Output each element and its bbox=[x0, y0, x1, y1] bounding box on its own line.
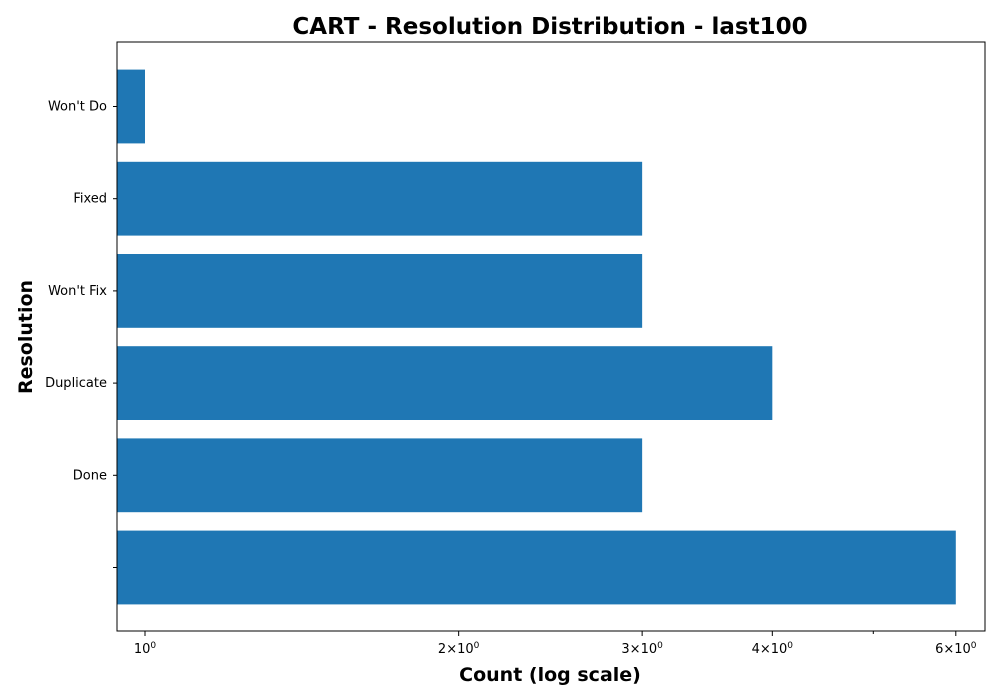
x-axis-layer: 100 2×100 3×100 4×100 6×100 bbox=[134, 631, 977, 657]
x-tick-label-group: 3×100 bbox=[621, 641, 663, 657]
x-tick-label: 100 bbox=[134, 641, 157, 657]
x-tick-label: 6×100 bbox=[935, 641, 977, 657]
y-tick-label: Won't Do bbox=[48, 100, 107, 115]
bars-layer bbox=[117, 69, 956, 605]
x-tick-label-group: 2×100 bbox=[438, 641, 480, 657]
y-axis-title: Resolution bbox=[15, 280, 37, 394]
y-tick-label: Done bbox=[73, 468, 107, 483]
y-tick-label: Fixed bbox=[73, 192, 107, 207]
bar-fixed bbox=[117, 161, 643, 236]
bar-blank bbox=[117, 530, 956, 605]
bar-won-t-do bbox=[117, 69, 145, 144]
x-tick-label-group: 100 bbox=[134, 641, 157, 657]
x-tick-label-group: 4×100 bbox=[752, 641, 794, 657]
bar-duplicate bbox=[117, 346, 773, 420]
y-tick-label: Duplicate bbox=[45, 376, 107, 391]
bar-won-t-fix bbox=[117, 254, 643, 328]
x-tick-label: 3×100 bbox=[621, 641, 663, 657]
x-tick-label-group: 6×100 bbox=[935, 641, 977, 657]
x-tick-label: 4×100 bbox=[752, 641, 794, 657]
y-axis-layer: Done Duplicate Won't Fix Fixed Won't Do bbox=[45, 100, 117, 568]
x-axis-title: Count (log scale) bbox=[459, 664, 641, 686]
y-tick-label: Won't Fix bbox=[48, 284, 107, 299]
bar-done bbox=[117, 438, 643, 513]
plot-frame bbox=[116, 41, 986, 632]
x-tick-label: 2×100 bbox=[438, 641, 480, 657]
chart-title: CART - Resolution Distribution - last100 bbox=[292, 14, 807, 40]
